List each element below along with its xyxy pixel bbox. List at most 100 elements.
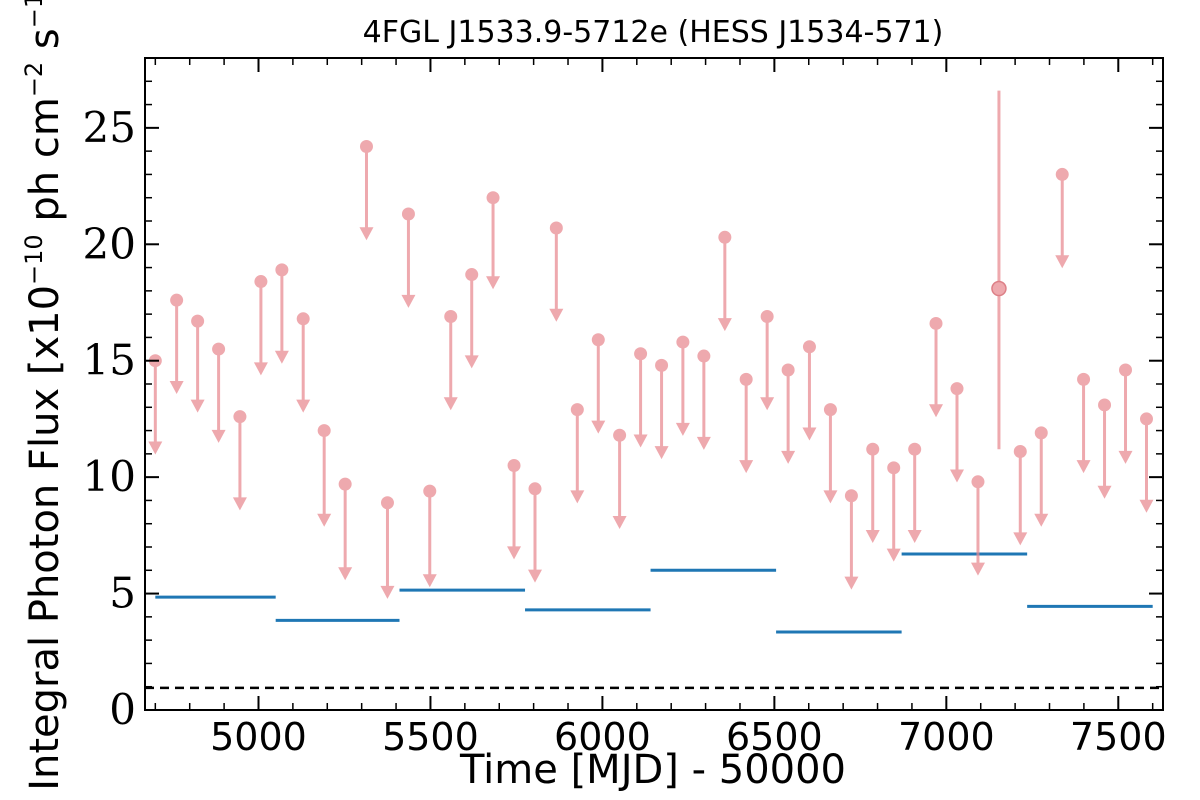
upper-limit-28 (739, 372, 754, 474)
y-axis-label-mid2: s (22, 28, 68, 62)
y-tick-label: 0 (109, 685, 136, 734)
upper-limit-point (929, 316, 943, 330)
upper-limit-32 (823, 403, 838, 504)
x-tick-label: 5500 (382, 715, 479, 759)
upper-limit-arrow (359, 227, 374, 241)
upper-limit-point (718, 230, 732, 244)
upper-limit-arrow (169, 380, 184, 394)
upper-limit-24 (654, 358, 669, 460)
upper-limit-arrow (760, 397, 775, 411)
upper-limit-16 (486, 191, 501, 290)
upper-limit-point (676, 335, 690, 349)
upper-limit-point (465, 268, 479, 282)
x-axis-label: Time [MJD] - 50000 (459, 747, 846, 793)
x-tick-label: 5000 (210, 715, 307, 759)
upper-limit-point (296, 312, 310, 326)
plot-area (145, 90, 1163, 690)
upper-limit-arrow (1076, 460, 1091, 474)
upper-limit-point (570, 403, 584, 417)
upper-limit-point (1119, 363, 1133, 377)
upper-limit-arrow (570, 490, 585, 504)
upper-limit-6 (274, 263, 289, 364)
upper-limit-21 (591, 333, 606, 434)
y-tick-label: 20 (83, 219, 136, 268)
upper-limit-19 (549, 221, 564, 322)
upper-limit-arrow (528, 569, 543, 583)
upper-limit-arrow (802, 427, 817, 441)
upper-limit-arrow (148, 441, 163, 455)
upper-limit-0 (148, 354, 163, 455)
upper-limit-arrow (886, 548, 901, 562)
upper-limit-5 (253, 275, 268, 376)
upper-limit-arrow (274, 350, 289, 364)
upper-limit-arrow (781, 450, 796, 464)
upper-limit-arrow (338, 567, 353, 581)
upper-limit-18 (528, 482, 543, 583)
upper-limit-point (1098, 398, 1112, 412)
upper-limit-14 (443, 309, 458, 411)
upper-limit-point (1034, 426, 1048, 440)
upper-limit-point (908, 442, 922, 456)
upper-limit-point (444, 309, 458, 323)
y-axis-label-exp1: −10 (20, 234, 48, 285)
upper-limit-arrow (443, 397, 458, 411)
upper-limit-arrow (591, 420, 606, 434)
upper-limit-point (823, 403, 837, 417)
upper-limit-41 (1034, 426, 1049, 527)
upper-limit-29 (760, 309, 775, 411)
upper-limit-arrow (211, 429, 226, 443)
plot-frame (144, 57, 1164, 711)
upper-limit-arrow (401, 294, 416, 308)
upper-limit-arrow (929, 404, 944, 418)
upper-limit-point (338, 477, 352, 491)
y-tick-label: 15 (83, 336, 136, 385)
y-axis: 0 5 10 15 20 25 (83, 57, 1163, 734)
upper-limit-point (359, 139, 373, 153)
upper-limit-17 (507, 459, 522, 560)
upper-limit-arrow (190, 399, 205, 413)
upper-limit-arrow (970, 562, 985, 576)
upper-limit-9 (338, 477, 353, 581)
upper-limit-arrow (633, 434, 648, 448)
upper-limit-point (802, 340, 816, 354)
chart-title: 4FGL J1533.9-5712e (HESS J1534-571) (363, 15, 944, 50)
upper-limit-point (212, 342, 226, 356)
upper-limit-30 (781, 363, 796, 464)
y-axis-label: Integral Photon Flux [x10−10 ph cm−2 s−1… (20, 0, 68, 791)
upper-limit-point (191, 314, 205, 328)
upper-limit-31 (802, 340, 817, 441)
upper-limit-point (549, 221, 563, 235)
upper-limit-arrow (380, 585, 395, 599)
upper-limit-45 (1118, 363, 1133, 464)
upper-limit-arrow (1034, 513, 1049, 527)
upper-limit-34 (865, 442, 880, 544)
upper-limit-22 (612, 428, 627, 530)
upper-limit-point (528, 482, 542, 496)
upper-limit-point (1077, 372, 1091, 386)
x-tick-label: 6000 (554, 715, 651, 759)
upper-limit-point (844, 489, 858, 503)
y-axis-label-mid: ph cm (22, 97, 68, 234)
upper-limit-42 (1055, 167, 1070, 269)
upper-limit-point (486, 191, 500, 205)
y-tick-label: 10 (83, 452, 136, 501)
upper-limit-40 (1013, 445, 1028, 546)
y-tick-label: 25 (83, 103, 136, 152)
upper-limit-arrow (654, 446, 669, 460)
upper-limit-44 (1097, 398, 1112, 499)
upper-limit-point (613, 428, 627, 442)
upper-limit-arrow (1013, 532, 1028, 546)
upper-limit-46 (1139, 412, 1154, 513)
upper-limit-15 (464, 268, 479, 369)
upper-limit-7 (296, 312, 311, 413)
upper-limit-arrow (253, 362, 268, 376)
upper-limit-point (866, 442, 880, 456)
upper-limit-27 (717, 230, 732, 332)
upper-limit-38 (949, 382, 964, 483)
upper-limit-arrow (422, 574, 437, 588)
upper-limit-arrow (612, 516, 627, 530)
upper-limit-2 (190, 314, 205, 413)
upper-limit-8 (317, 424, 332, 527)
upper-limit-arrow (1139, 499, 1154, 513)
